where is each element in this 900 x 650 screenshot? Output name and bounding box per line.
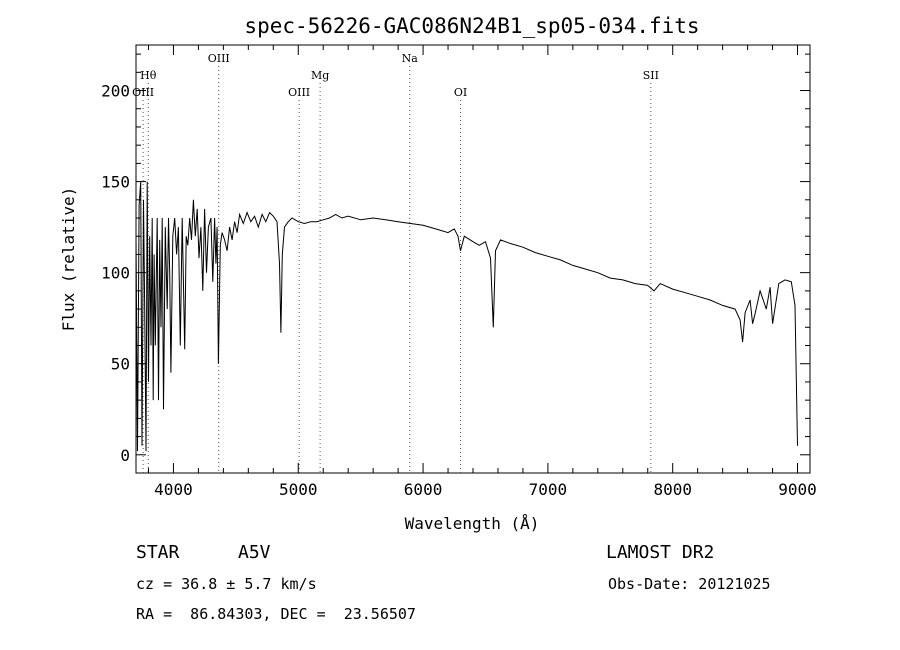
spectral-line-label: OIII	[208, 52, 230, 65]
redshift-readout: cz = 36.8 ± 5.7 km/s	[136, 575, 317, 593]
x-tick-label: 5000	[279, 480, 318, 499]
y-axis-ticks: 0 50 100 150 200	[101, 53, 810, 465]
spectrum-series-line	[135, 181, 798, 452]
y-tick-label: 200	[101, 82, 130, 101]
spectral-line-label: OIII	[288, 86, 310, 99]
spectrum-chart: spec-56226-GAC086N24B1_sp05-034.fits Hθ O…	[59, 14, 817, 533]
object-type: STAR	[136, 542, 180, 563]
spectral-line-label: Hθ	[140, 69, 157, 82]
x-tick-label: 9000	[778, 480, 817, 499]
y-tick-label: 0	[120, 446, 130, 465]
chart-title: spec-56226-GAC086N24B1_sp05-034.fits	[244, 14, 699, 38]
x-axis-ticks: 4000 5000 6000 7000 8000 9000	[147, 45, 817, 499]
x-tick-label: 4000	[154, 480, 193, 499]
spectral-line-label: Mg	[311, 69, 329, 82]
y-tick-label: 50	[111, 355, 130, 374]
x-axis-label: Wavelength (Å)	[405, 514, 540, 533]
x-tick-label: 8000	[653, 480, 692, 499]
spectral-line-label: SII	[643, 69, 659, 82]
obs-date: Obs-Date: 20121025	[608, 575, 771, 593]
spectral-line-label: OI	[454, 86, 467, 99]
x-tick-label: 7000	[529, 480, 568, 499]
y-tick-label: 150	[101, 173, 130, 192]
plot-frame	[135, 44, 811, 474]
coordinates-readout: RA = 86.84303, DEC = 23.56507	[136, 605, 416, 623]
spectral-line-label: OIII	[132, 86, 154, 99]
object-subclass: A5V	[238, 542, 271, 563]
spectral-line-label: Na	[402, 52, 419, 65]
survey-name: LAMOST DR2	[606, 542, 715, 563]
y-axis-label: Flux (relative)	[59, 187, 78, 332]
x-tick-label: 6000	[404, 480, 443, 499]
y-tick-label: 100	[101, 264, 130, 283]
